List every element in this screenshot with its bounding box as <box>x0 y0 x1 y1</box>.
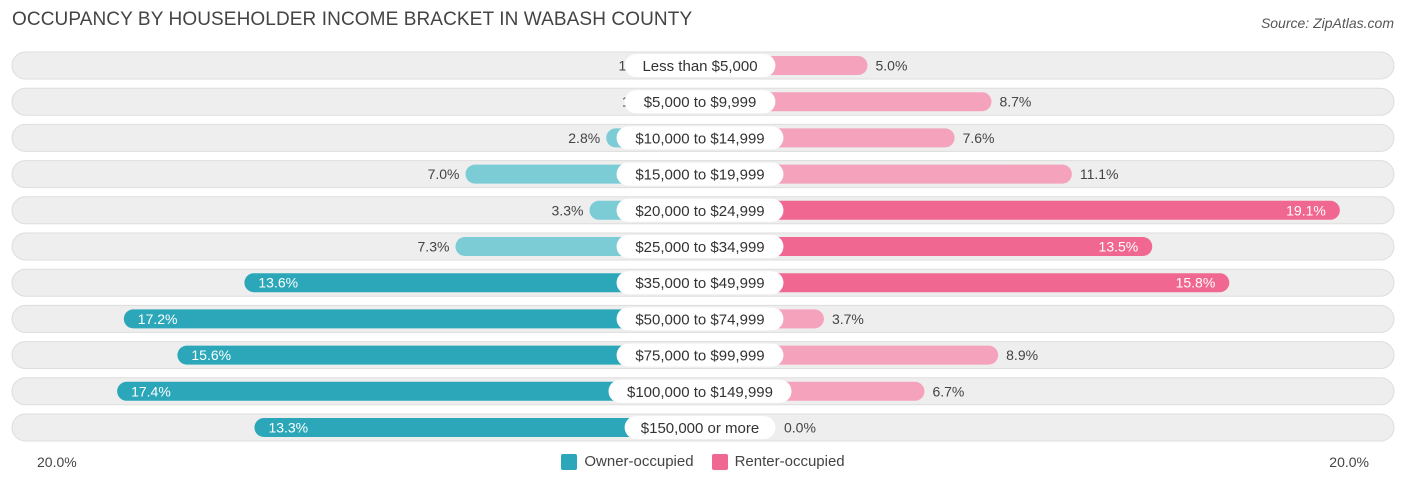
chart-row: 17.4% 6.7% $100,000 to $149,999 <box>11 377 1395 406</box>
owner-value-label: 3.3% <box>552 202 584 218</box>
category-pill <box>624 54 776 77</box>
category-pill <box>624 90 776 114</box>
category-pill <box>616 198 784 222</box>
renter-value-label: 8.9% <box>1006 347 1038 363</box>
chart-row: 7.0% 11.1% $15,000 to $19,999 <box>11 160 1395 189</box>
chart-row: 13.6% 15.8% $35,000 to $49,999 <box>11 268 1395 297</box>
renter-value-label: 15.8% <box>1176 275 1216 291</box>
category-label: $15,000 to $19,999 <box>635 167 764 184</box>
category-label: $20,000 to $24,999 <box>635 203 764 220</box>
owner-bar[interactable] <box>123 309 701 329</box>
renter-value-label: 0.0% <box>784 420 816 436</box>
renter-value-label: 11.1% <box>1080 166 1119 182</box>
owner-value-label: 17.4% <box>131 383 171 399</box>
category-label: $75,000 to $99,999 <box>635 348 764 365</box>
legend-label-renter: Renter-occupied <box>734 453 845 470</box>
renter-bar[interactable] <box>700 273 1230 293</box>
renter-bar[interactable] <box>700 164 1072 184</box>
renter-value-label: 7.6% <box>963 130 995 146</box>
chart-canvas: 1.3%5.0%Less than $5,0001.2%8.7%$5,000 t… <box>11 51 1395 442</box>
category-label: $5,000 to $9,999 <box>644 94 757 111</box>
chart-row: 2.8% 7.6% $10,000 to $14,999 <box>11 123 1395 152</box>
renter-value-label: 8.7% <box>999 94 1031 110</box>
category-label: $50,000 to $74,999 <box>635 311 764 328</box>
owner-swatch <box>561 453 578 470</box>
category-pill <box>616 307 784 331</box>
owner-bar[interactable] <box>117 381 701 401</box>
renter-value-label: 13.5% <box>1099 239 1139 255</box>
category-label: $25,000 to $34,999 <box>635 239 764 256</box>
chart-row: 1.3%5.0%Less than $5,000 <box>11 51 1395 80</box>
chart-row: 17.2% 3.7% $50,000 to $74,999 <box>11 304 1395 333</box>
legend: Owner-occupied Renter-occupied <box>0 453 1406 470</box>
owner-bar[interactable] <box>177 345 700 365</box>
category-pill <box>616 271 784 295</box>
owner-value-label: 13.6% <box>258 275 298 291</box>
chart-row: 3.3% 19.1% $20,000 to $24,999 <box>11 196 1395 225</box>
axis-left-label: 20.0% <box>37 454 77 470</box>
category-label: $35,000 to $49,999 <box>635 275 764 292</box>
owner-value-label: 7.3% <box>418 239 450 255</box>
renter-value-label: 5.0% <box>876 58 908 74</box>
chart-row: 7.3% 13.5% $25,000 to $34,999 <box>11 232 1395 261</box>
category-pill <box>608 379 792 403</box>
category-label: Less than $5,000 <box>642 58 757 75</box>
legend-item-renter[interactable]: Renter-occupied <box>711 453 845 470</box>
category-pill <box>616 162 784 186</box>
category-pill <box>624 416 776 439</box>
category-pill <box>616 235 784 258</box>
owner-value-label: 13.3% <box>268 420 308 436</box>
owner-value-label: 15.6% <box>191 347 231 363</box>
owner-value-label: 2.8% <box>568 130 600 146</box>
source-credit: Source: ZipAtlas.com <box>1260 15 1394 31</box>
owner-value-label: 17.2% <box>138 311 178 327</box>
renter-value-label: 19.1% <box>1286 202 1326 218</box>
category-label: $10,000 to $14,999 <box>635 130 764 147</box>
category-pill <box>616 126 784 150</box>
category-label: $100,000 to $149,999 <box>627 384 773 401</box>
owner-value-label: 7.0% <box>428 166 460 182</box>
renter-bar[interactable] <box>700 200 1340 220</box>
chart-row: 15.6% 8.9% $75,000 to $99,999 <box>11 341 1395 370</box>
legend-item-owner[interactable]: Owner-occupied <box>561 453 694 470</box>
legend-label-owner: Owner-occupied <box>584 453 694 470</box>
category-pill <box>616 343 784 367</box>
axis-right-label: 20.0% <box>1329 454 1369 470</box>
renter-swatch <box>711 453 728 470</box>
chart-row: 13.3% 0.0% $150,000 or more <box>11 413 1395 442</box>
chart-row: 1.2%8.7%$5,000 to $9,999 <box>11 87 1395 116</box>
renter-bar[interactable] <box>700 237 1153 256</box>
chart-title: OCCUPANCY BY HOUSEHOLDER INCOME BRACKET … <box>12 9 693 30</box>
renter-value-label: 6.7% <box>932 383 964 399</box>
owner-bar[interactable] <box>244 273 700 293</box>
category-label: $150,000 or more <box>641 420 759 437</box>
renter-value-label: 3.7% <box>832 311 864 327</box>
owner-bar[interactable] <box>254 418 700 437</box>
